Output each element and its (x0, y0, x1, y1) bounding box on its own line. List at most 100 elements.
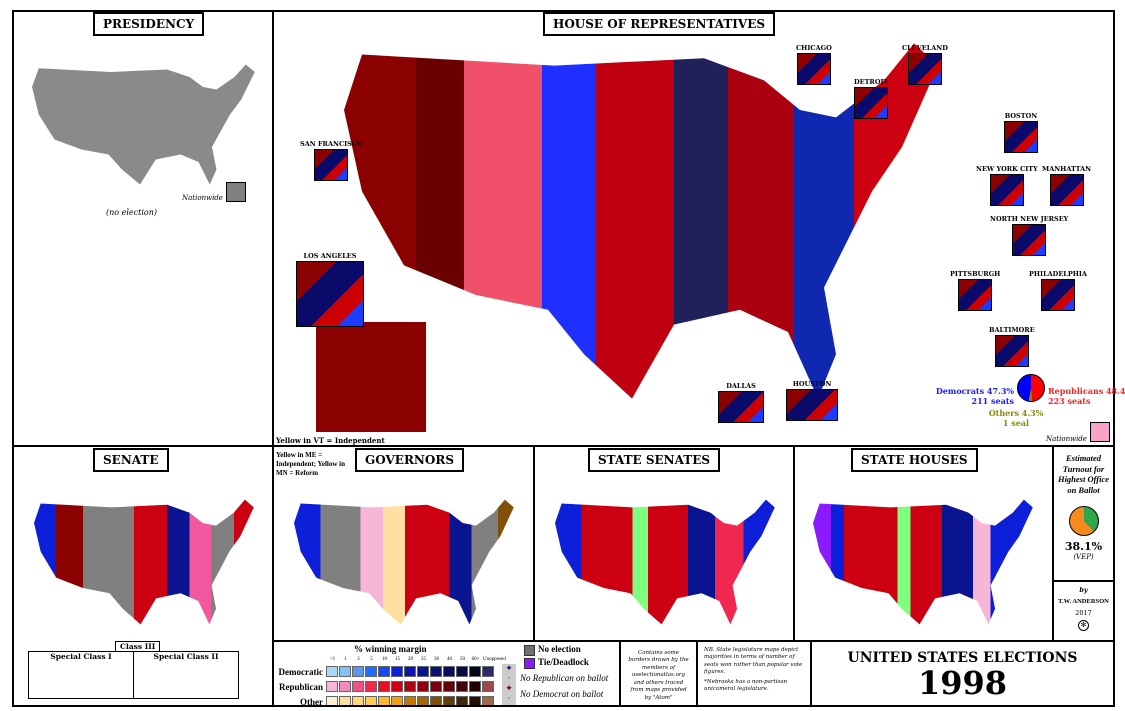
legend-tick: 1 (344, 657, 347, 662)
nationwide-swatch (226, 182, 246, 202)
inset-los-angeles: LOS ANGELES (296, 252, 364, 327)
legend-swatch (482, 666, 494, 677)
author-seal-icon: ✻ (1078, 620, 1089, 631)
legend-swatch (404, 696, 416, 705)
legend-swatch (417, 696, 429, 705)
state-houses-map (813, 497, 1035, 627)
legend-swatch (456, 696, 468, 705)
main-title-panel: UNITED STATES ELECTIONS 1998 (810, 640, 1115, 707)
legend-row: Republican (274, 679, 495, 694)
legend-swatch (443, 666, 455, 677)
legislature-note: NB. State legislature maps depict majori… (704, 647, 803, 676)
rep-result: Republicans 48.4% 223 seats (1048, 386, 1125, 406)
borders-note-panel: Contains some borders drawn by the membe… (619, 640, 698, 707)
legend-swatch (352, 681, 364, 692)
legend-swatch (482, 681, 494, 692)
legend-swatch (378, 681, 390, 692)
legend-swatch (326, 696, 338, 705)
legend-swatch (378, 666, 390, 677)
no-rep-label: No Republican on ballot (520, 673, 609, 683)
legend-swatch (365, 681, 377, 692)
legend-swatch (443, 696, 455, 705)
legend-tick: 2 (357, 657, 360, 662)
legend-row: Other (274, 694, 495, 707)
legend-swatch (352, 666, 364, 677)
inset-manhattan: MANHATTAN (1042, 165, 1091, 206)
senate-panel (12, 445, 274, 642)
legend-swatch (430, 696, 442, 705)
inset-detroit: DETROIT (854, 78, 888, 119)
presidency-note: (no election) (106, 208, 158, 217)
turnout-title: Estimated Turnout for Highest Office on … (1057, 453, 1110, 495)
presidency-map (32, 62, 257, 187)
inset-boston: BOSTON (1004, 112, 1038, 153)
borders-note: Contains some borders drawn by the membe… (628, 650, 689, 701)
main-title-year: 1998 (917, 664, 1008, 702)
legend-swatch (391, 681, 403, 692)
presidency-panel: (no election) Nationwide (12, 10, 274, 447)
ballot-marker-box: ✦ · ✦ · (502, 664, 516, 705)
special-class-i: Special Class I (28, 651, 134, 699)
no-dem-label: No Democrat on ballot (520, 689, 604, 699)
house-nationwide-swatch (1090, 422, 1110, 442)
inset-baltimore: BALTIMORE (989, 326, 1035, 367)
state-senates-title: STATE SENATES (588, 448, 721, 472)
nationwide-label: Nationwide (182, 194, 223, 202)
state-senates-map (555, 497, 777, 627)
legend-swatch (417, 681, 429, 692)
legend-tick: Unopposed (483, 657, 506, 662)
legend-swatch (352, 696, 364, 705)
legend-swatch (404, 681, 416, 692)
no-election-label: No election (538, 644, 581, 654)
legend-swatch (443, 681, 455, 692)
alaska-map (316, 322, 426, 432)
vt-note: Yellow in VT = Independent (276, 436, 385, 445)
legend-tick: 20 (408, 657, 413, 662)
inset-cleveland: CLEVELAND (902, 44, 948, 85)
legend-swatch (378, 696, 390, 705)
legend-tick: <1 (329, 657, 336, 662)
other-result: Others 4.3% 1 seal (988, 408, 1044, 428)
tie-label: Tie/Deadlock (538, 657, 589, 667)
legend-swatch (339, 696, 351, 705)
credit-by: by (1079, 586, 1088, 594)
inset-chicago: CHICAGO (796, 44, 832, 85)
state-senates-panel (533, 445, 795, 642)
legend-tick: 15 (395, 657, 400, 662)
legend-swatch (456, 681, 468, 692)
credit-year: 2017 (1075, 609, 1092, 617)
inset-san-francisco: SAN FRANCISCO (300, 140, 363, 181)
turnout-pie (1068, 505, 1099, 536)
governors-title: GOVERNORS (355, 448, 464, 472)
legend-tick: 10 (382, 657, 387, 662)
legend-swatch (339, 681, 351, 692)
legend-swatch (430, 666, 442, 677)
dem-result: Democrats 47.3% 211 seats (935, 386, 1014, 406)
inset-philadelphia: PHILADELPHIA (1029, 270, 1087, 311)
legend-swatch (326, 681, 338, 692)
inset-dallas: DALLAS (718, 382, 764, 423)
legend-swatch (391, 696, 403, 705)
legend-swatch (391, 666, 403, 677)
governors-panel: Yellow in ME = Independent; Yellow in MN… (272, 445, 535, 642)
legend-tick: 5 (370, 657, 373, 662)
presidency-title: PRESIDENCY (93, 12, 205, 36)
governors-note: Yellow in ME = Independent; Yellow in MN… (276, 451, 345, 478)
no-election-swatch (524, 645, 535, 656)
credit-author: T.W. ANDERSON (1058, 598, 1109, 605)
legend-swatch (469, 696, 481, 705)
legend-row-label: Other (300, 696, 323, 707)
inset-pittsburgh: PITTSBURGH (950, 270, 1000, 311)
legend-panel: % winning margin <1 1 2 5 10 15 20 25 30 40 50 60+ U… (272, 640, 621, 707)
legend-swatch (365, 666, 377, 677)
legend-swatch (469, 666, 481, 677)
main-title: UNITED STATES ELECTIONS (847, 650, 1078, 666)
legend-tick: 60+ (471, 657, 480, 662)
legend-swatch (339, 666, 351, 677)
state-houses-panel (793, 445, 1054, 642)
house-nationwide-label: Nationwide (1046, 435, 1087, 443)
legend-tick: 40 (447, 657, 452, 662)
legend-title: % winning margin (354, 644, 427, 654)
inset-north-new-jersey: NORTH NEW JERSEY (990, 215, 1068, 256)
legend-swatch (430, 681, 442, 692)
